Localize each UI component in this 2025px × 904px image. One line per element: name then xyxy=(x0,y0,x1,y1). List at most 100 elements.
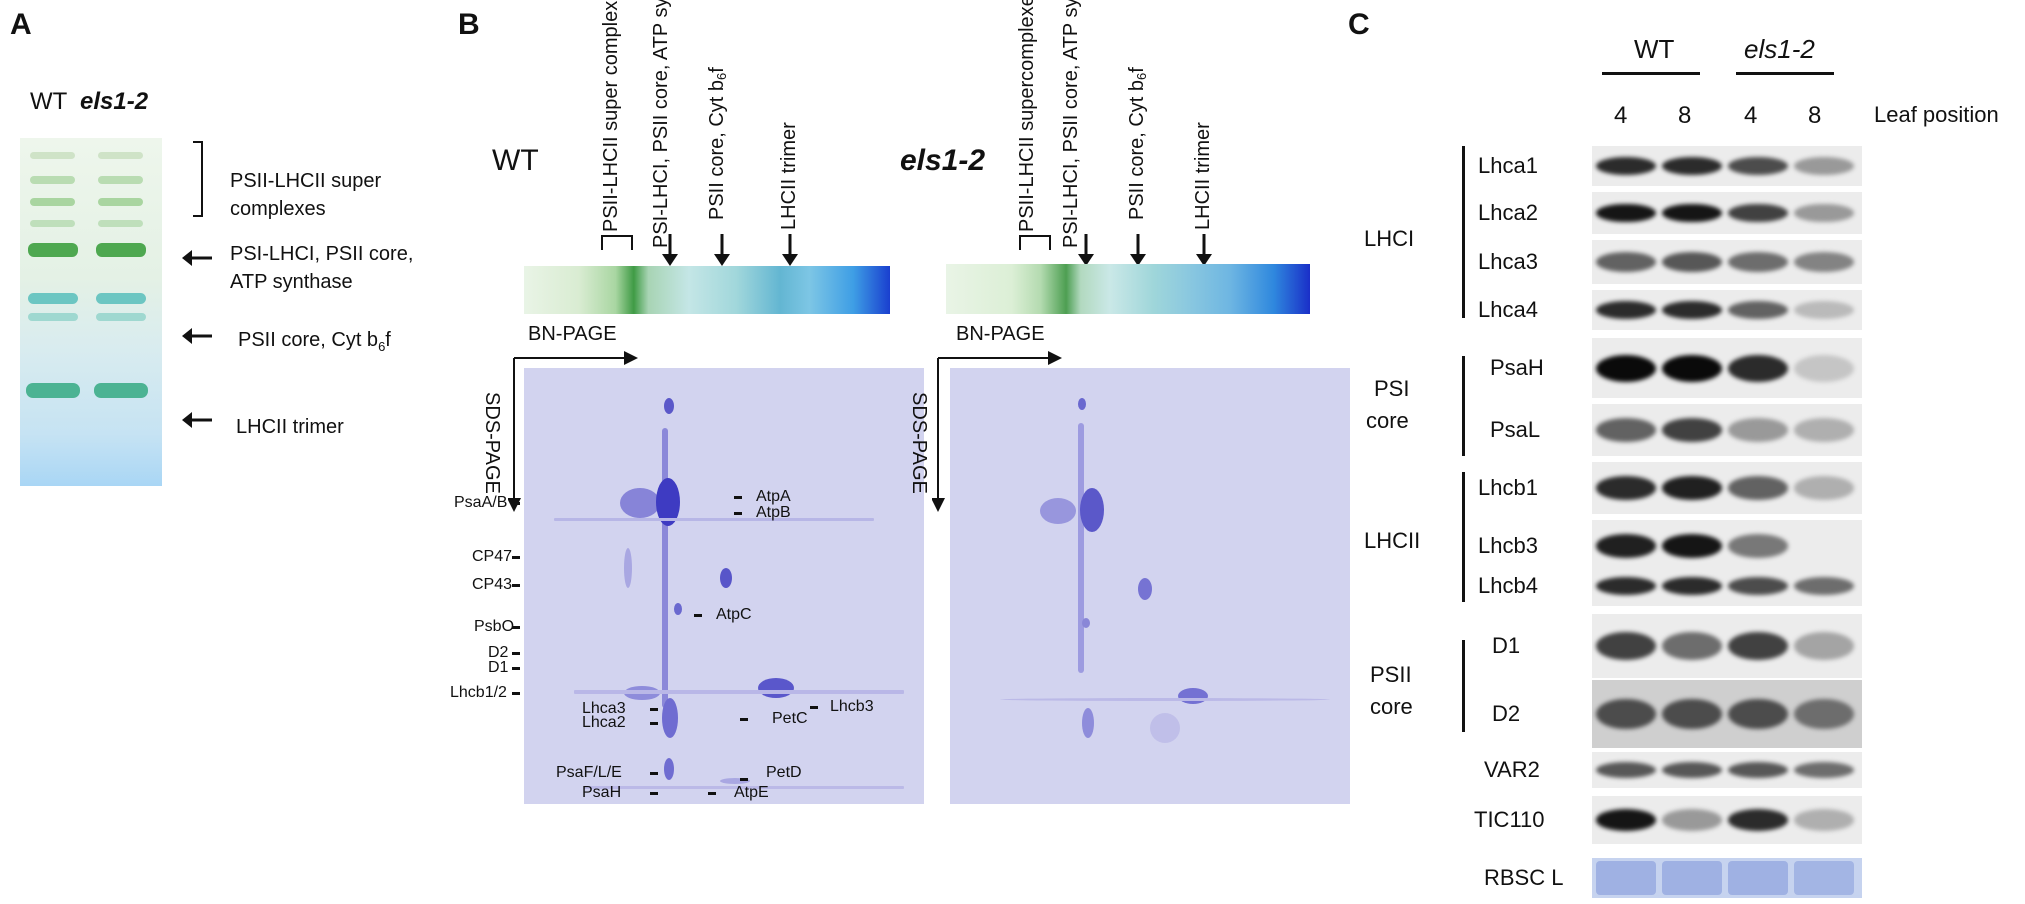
panel-a-lane-els: els1-2 xyxy=(80,88,149,115)
blot-band xyxy=(1794,418,1854,442)
wt-label-psah: PsaH xyxy=(582,784,622,801)
panel-a-lane-wt: WT xyxy=(30,88,68,115)
blot-band xyxy=(1728,203,1788,223)
group-label-psi-1: PSI xyxy=(1374,376,1410,401)
wt-label-cp43: CP43 xyxy=(472,576,513,593)
panel-a-label-lhcii: LHCII trimer xyxy=(236,416,344,438)
blot-label-var2: VAR2 xyxy=(1484,757,1540,782)
wt-label-atpe: AtpE xyxy=(734,784,769,801)
panel-a-label-psi-1: PSI-LHCI, PSII core, xyxy=(230,243,414,265)
blot-strip xyxy=(1592,290,1862,330)
blot-band xyxy=(1728,861,1788,895)
blot-band xyxy=(1794,761,1854,779)
blot-band xyxy=(1596,157,1656,175)
blot-band xyxy=(1662,577,1722,595)
blot-band xyxy=(1728,761,1788,779)
arrow-left-icon xyxy=(182,328,212,344)
blot-band xyxy=(1728,354,1788,382)
blot-band xyxy=(1794,809,1854,831)
blot-label-lhcb3: Lhcb3 xyxy=(1478,533,1538,558)
blot-band xyxy=(1596,577,1656,595)
group-label-psi-2: core xyxy=(1366,408,1409,433)
arrow-down-icon xyxy=(782,234,798,266)
els-sds-page-label: SDS-PAGE xyxy=(908,392,930,494)
blot-band xyxy=(1794,354,1854,382)
arrow-down-icon xyxy=(662,234,678,266)
blot-band xyxy=(1596,809,1656,831)
blot-label-d1: D1 xyxy=(1492,633,1521,658)
wt-label-psaab: PsaA/B xyxy=(454,494,508,511)
blot-strip xyxy=(1592,680,1862,748)
panel-a-gel xyxy=(20,138,162,486)
blot-label-rbsc-l: RBSC L xyxy=(1484,865,1564,890)
arrow-down-icon xyxy=(1078,234,1094,266)
wt-label-psbo: PsbO xyxy=(474,618,515,635)
blot-strip xyxy=(1592,520,1862,572)
blot-label-lhca1: Lhca1 xyxy=(1478,153,1538,178)
arrow-left-icon xyxy=(182,250,212,266)
group-label-psii-1: PSII xyxy=(1370,662,1412,687)
blot-band xyxy=(1662,861,1722,895)
blot-strip xyxy=(1592,796,1862,844)
blot-band xyxy=(1596,252,1656,272)
arrow-left-icon xyxy=(182,412,212,428)
blot-band xyxy=(1662,252,1722,272)
wt-label-lhcb3: Lhcb3 xyxy=(830,698,874,715)
blot-band xyxy=(1728,476,1788,500)
blot-band xyxy=(1794,861,1854,895)
els-header-col1: PSII-LHCII supercomplexe xyxy=(1016,0,1038,232)
arrow-down-icon xyxy=(1196,234,1212,266)
blot-band xyxy=(1794,631,1854,661)
panel-c-els-underline xyxy=(1736,72,1834,75)
wt-sds-page-label: SDS-PAGE xyxy=(481,392,503,494)
arrow-down-icon xyxy=(1130,234,1146,266)
els-2d-gel xyxy=(950,368,1350,804)
lane-number: 4 xyxy=(1744,102,1758,129)
blot-label-psal: PsaL xyxy=(1490,417,1541,442)
group-label-lhci: LHCI xyxy=(1364,226,1415,251)
els-header-col2: PSI-LHCI, PSII core, ATP synthase xyxy=(1060,0,1082,248)
blot-strip xyxy=(1592,752,1862,788)
blot-label-lhcb1: Lhcb1 xyxy=(1478,475,1538,500)
panel-b-wt-title: WT xyxy=(492,144,539,177)
blot-band xyxy=(1728,534,1788,558)
blot-band xyxy=(1794,157,1854,175)
wt-2d-gel xyxy=(524,368,924,804)
wt-label-atpa: AtpA xyxy=(756,488,791,505)
blot-band xyxy=(1794,203,1854,223)
blot-band xyxy=(1662,631,1722,661)
blot-band xyxy=(1728,577,1788,595)
blot-strip xyxy=(1592,858,1862,898)
blot-label-lhcb4: Lhcb4 xyxy=(1478,573,1538,598)
blot-label-d2: D2 xyxy=(1492,701,1521,726)
wt-header-col4: LHCII trimer xyxy=(778,122,800,230)
blot-band xyxy=(1662,476,1722,500)
blot-band xyxy=(1662,698,1722,730)
wt-label-lhca3: Lhca3 xyxy=(582,700,626,717)
blot-band xyxy=(1662,301,1722,319)
panel-b-els-title: els1-2 xyxy=(900,144,986,177)
blot-band xyxy=(1596,418,1656,442)
group-line-psi xyxy=(1462,356,1465,456)
lane-number: 8 xyxy=(1678,102,1692,129)
wt-bn-page-label: BN-PAGE xyxy=(528,323,617,345)
group-line-lhcii xyxy=(1462,472,1465,602)
wt-label-d1: D1 xyxy=(488,659,509,676)
blot-band xyxy=(1596,698,1656,730)
blot-strip xyxy=(1592,404,1862,456)
blot-band xyxy=(1728,252,1788,272)
group-label-lhcii: LHCII xyxy=(1364,528,1421,553)
wt-header-col1: PSII-LHCII super complexe xyxy=(600,0,622,232)
panel-c-group-wt: WT xyxy=(1634,34,1675,64)
blot-band xyxy=(1596,861,1656,895)
panel-a-label-psii: PSII core, Cyt b6f xyxy=(238,329,391,354)
group-label-psii-2: core xyxy=(1370,694,1413,719)
panel-a-label-psi-2: ATP synthase xyxy=(230,271,353,293)
lane-number: 4 xyxy=(1614,102,1628,129)
blot-band xyxy=(1596,761,1656,779)
lane-number: 8 xyxy=(1808,102,1822,129)
blot-band xyxy=(1596,631,1656,661)
panel-a-bracket xyxy=(193,141,203,217)
blot-band xyxy=(1596,476,1656,500)
blot-band xyxy=(1728,418,1788,442)
